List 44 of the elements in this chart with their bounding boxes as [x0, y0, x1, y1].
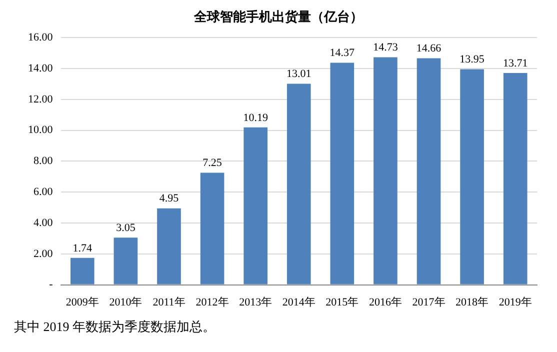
chart-title: 全球智能手机出货量（亿台） [193, 9, 363, 24]
x-tick-label: 2018年 [456, 296, 489, 308]
bar [157, 208, 181, 284]
x-tick-label: 2017年 [412, 296, 446, 308]
x-tick-label: 2010年 [109, 296, 142, 308]
bar [460, 69, 484, 284]
data-label: 13.95 [460, 54, 485, 66]
data-label: 1.74 [72, 242, 93, 254]
bar [70, 258, 94, 284]
data-label: 3.05 [116, 222, 136, 234]
x-tick-label: 2011年 [152, 296, 186, 308]
y-tick-label: 16.00 [28, 31, 54, 44]
y-tick-label: 4.00 [34, 216, 54, 229]
data-label: 10.19 [243, 112, 268, 124]
bar [503, 72, 528, 284]
bar [244, 127, 268, 284]
x-tick-label: 2019年 [498, 296, 532, 308]
data-label: 14.66 [416, 42, 442, 55]
y-tick-label: 8.00 [34, 155, 54, 168]
x-tick-label: 2009年 [66, 296, 99, 308]
bar [416, 58, 441, 284]
y-tick-label: 14.00 [28, 62, 54, 74]
data-label: 14.37 [330, 47, 356, 60]
data-label: 14.73 [373, 42, 398, 54]
y-tick-label: - [49, 278, 54, 291]
y-tick-label: 10.00 [28, 124, 54, 136]
bar [114, 238, 138, 284]
bar [330, 62, 354, 284]
bar [286, 84, 311, 284]
x-tick-label: 2012年 [196, 296, 229, 308]
bar [374, 57, 398, 284]
y-tick-label: 6.00 [34, 186, 54, 198]
data-label: 13.01 [286, 68, 312, 80]
x-tick-label: 2013年 [239, 296, 272, 308]
data-label: 13.71 [502, 57, 528, 70]
y-tick-label: 12.00 [28, 93, 54, 106]
text: 其中 2019 年数据为季度数据加总。 [14, 318, 216, 336]
data-label: 4.95 [159, 192, 180, 205]
bar [200, 172, 224, 284]
data-label: 7.25 [202, 157, 222, 170]
x-tick-label: 2015年 [326, 296, 359, 308]
x-tick-label: 2014年 [282, 296, 316, 308]
y-tick-label: 2.00 [34, 248, 54, 260]
x-tick-label: 2016年 [368, 296, 402, 308]
